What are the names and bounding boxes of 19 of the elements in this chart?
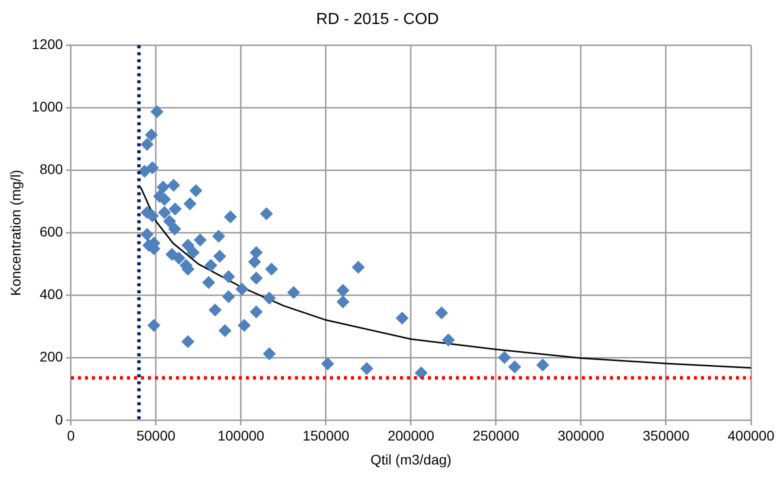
x-tick-label: 150000 (302, 428, 350, 444)
y-tick-label: 400 (40, 286, 64, 302)
y-tick-label: 0 (55, 411, 64, 428)
x-tick-label: 50000 (136, 428, 176, 444)
y-tick-label: 600 (40, 224, 64, 240)
x-tick-label: 0 (67, 428, 76, 444)
y-tick-label: 1000 (32, 98, 64, 115)
y-tick-label: 1200 (32, 36, 64, 52)
y-tick-label: 800 (40, 161, 64, 178)
chart-title: RD - 2015 - COD (316, 11, 439, 28)
y-axis-title: Koncentration (mg/l) (7, 170, 24, 296)
y-tick-label: 200 (40, 348, 64, 365)
x-tick-label: 350000 (642, 428, 690, 444)
x-tick-label: 300000 (558, 428, 605, 444)
x-tick-label: 200000 (388, 428, 435, 444)
x-tick-label: 250000 (472, 428, 520, 444)
x-tick-label: 400000 (728, 428, 775, 444)
x-tick-label: 100000 (218, 428, 265, 444)
x-axis-title: Qtil (m3/dag) (370, 451, 452, 468)
